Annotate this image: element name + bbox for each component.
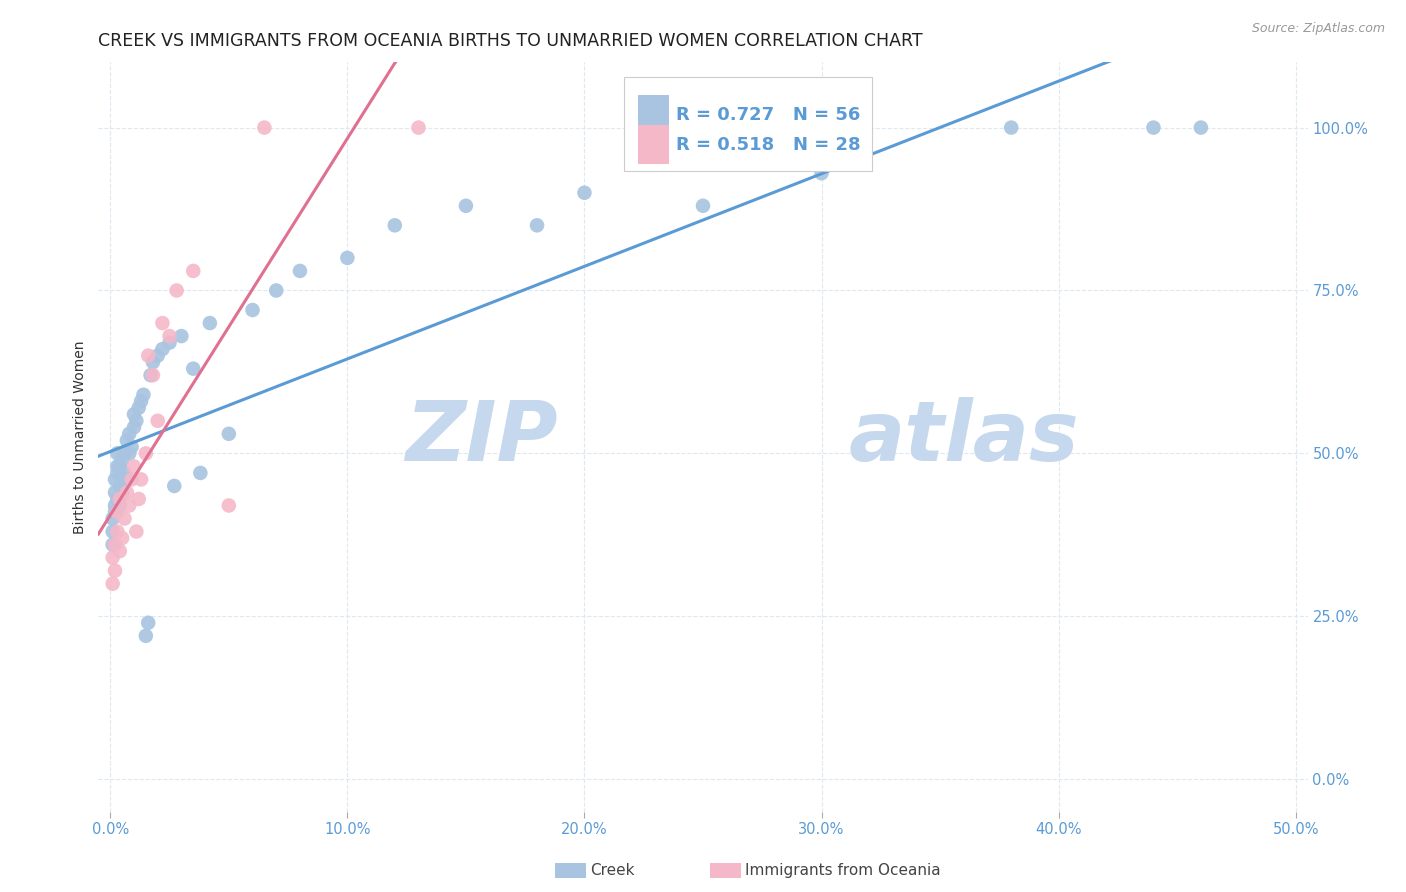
Point [122, 407, 145, 421]
Point [122, 420, 145, 434]
Point [218, 426, 240, 441]
Point [104, 472, 127, 486]
Text: Immigrants from Oceania: Immigrants from Oceania [745, 863, 941, 878]
Point [692, 199, 714, 213]
Point [118, 426, 141, 441]
Point [190, 466, 212, 480]
Point [111, 453, 134, 467]
FancyBboxPatch shape [638, 95, 669, 135]
Point [105, 491, 128, 506]
Point [810, 166, 832, 180]
Point [181, 361, 204, 376]
Text: R = 0.518   N = 28: R = 0.518 N = 28 [676, 136, 860, 153]
Point [105, 446, 128, 460]
Point [111, 485, 134, 500]
Point [108, 499, 131, 513]
Point [114, 511, 136, 525]
Point [125, 414, 148, 428]
Point [198, 316, 221, 330]
Point [136, 615, 159, 630]
Text: ZIP: ZIP [405, 397, 558, 477]
Text: R = 0.727   N = 56: R = 0.727 N = 56 [676, 106, 860, 124]
Point [132, 388, 155, 402]
Point [159, 329, 181, 343]
Point [146, 414, 169, 428]
Point [253, 120, 276, 135]
Point [101, 576, 124, 591]
Point [115, 485, 138, 500]
Point [526, 219, 548, 233]
Point [142, 355, 165, 369]
Point [115, 472, 138, 486]
Point [146, 349, 169, 363]
Point [101, 550, 124, 565]
Point [159, 335, 181, 350]
Point [152, 316, 174, 330]
Point [104, 564, 127, 578]
Point [135, 446, 157, 460]
Point [121, 472, 143, 486]
Point [108, 544, 131, 558]
Point [135, 629, 157, 643]
Y-axis label: Births to Unmarried Women: Births to Unmarried Women [73, 341, 87, 533]
Text: Source: ZipAtlas.com: Source: ZipAtlas.com [1251, 22, 1385, 36]
Text: CREEK VS IMMIGRANTS FROM OCEANIA BIRTHS TO UNMARRIED WOMEN CORRELATION CHART: CREEK VS IMMIGRANTS FROM OCEANIA BIRTHS … [98, 32, 924, 50]
Text: Creek: Creek [591, 863, 636, 878]
Point [101, 538, 124, 552]
Point [114, 466, 136, 480]
Point [104, 499, 127, 513]
Point [101, 511, 124, 525]
Point [136, 349, 159, 363]
Point [264, 284, 287, 298]
Point [104, 538, 127, 552]
Point [105, 459, 128, 474]
Point [101, 524, 124, 539]
Point [121, 440, 143, 454]
Point [1142, 120, 1164, 135]
Point [218, 499, 240, 513]
Point [181, 264, 204, 278]
Point [108, 459, 131, 474]
FancyBboxPatch shape [638, 126, 669, 164]
FancyBboxPatch shape [624, 78, 872, 171]
Point [122, 459, 145, 474]
Point [142, 368, 165, 383]
Point [105, 466, 128, 480]
Point [163, 479, 186, 493]
Point [152, 342, 174, 356]
Point [128, 491, 150, 506]
Point [104, 505, 127, 519]
Point [1189, 120, 1212, 135]
Point [125, 524, 148, 539]
Point [139, 368, 162, 383]
Point [288, 264, 311, 278]
Point [111, 472, 134, 486]
Point [105, 505, 128, 519]
Point [129, 394, 152, 409]
Point [111, 531, 134, 545]
Point [574, 186, 596, 200]
Point [170, 329, 193, 343]
Point [114, 446, 136, 460]
Point [128, 401, 150, 415]
Text: atlas: atlas [848, 397, 1078, 477]
Point [115, 434, 138, 448]
Point [118, 446, 141, 460]
Point [166, 284, 188, 298]
Point [105, 524, 128, 539]
Point [454, 199, 477, 213]
Point [118, 499, 141, 513]
Point [242, 303, 264, 318]
Point [108, 479, 131, 493]
Point [336, 251, 359, 265]
Point [104, 485, 127, 500]
Point [384, 219, 406, 233]
Point [408, 120, 430, 135]
Point [1000, 120, 1022, 135]
Point [129, 472, 152, 486]
Point [108, 491, 131, 506]
